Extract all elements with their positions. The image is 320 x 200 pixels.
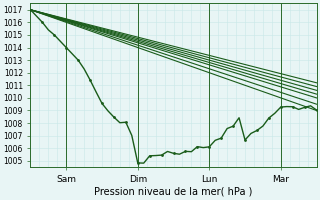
X-axis label: Pression niveau de la mer( hPa ): Pression niveau de la mer( hPa ) <box>94 187 253 197</box>
